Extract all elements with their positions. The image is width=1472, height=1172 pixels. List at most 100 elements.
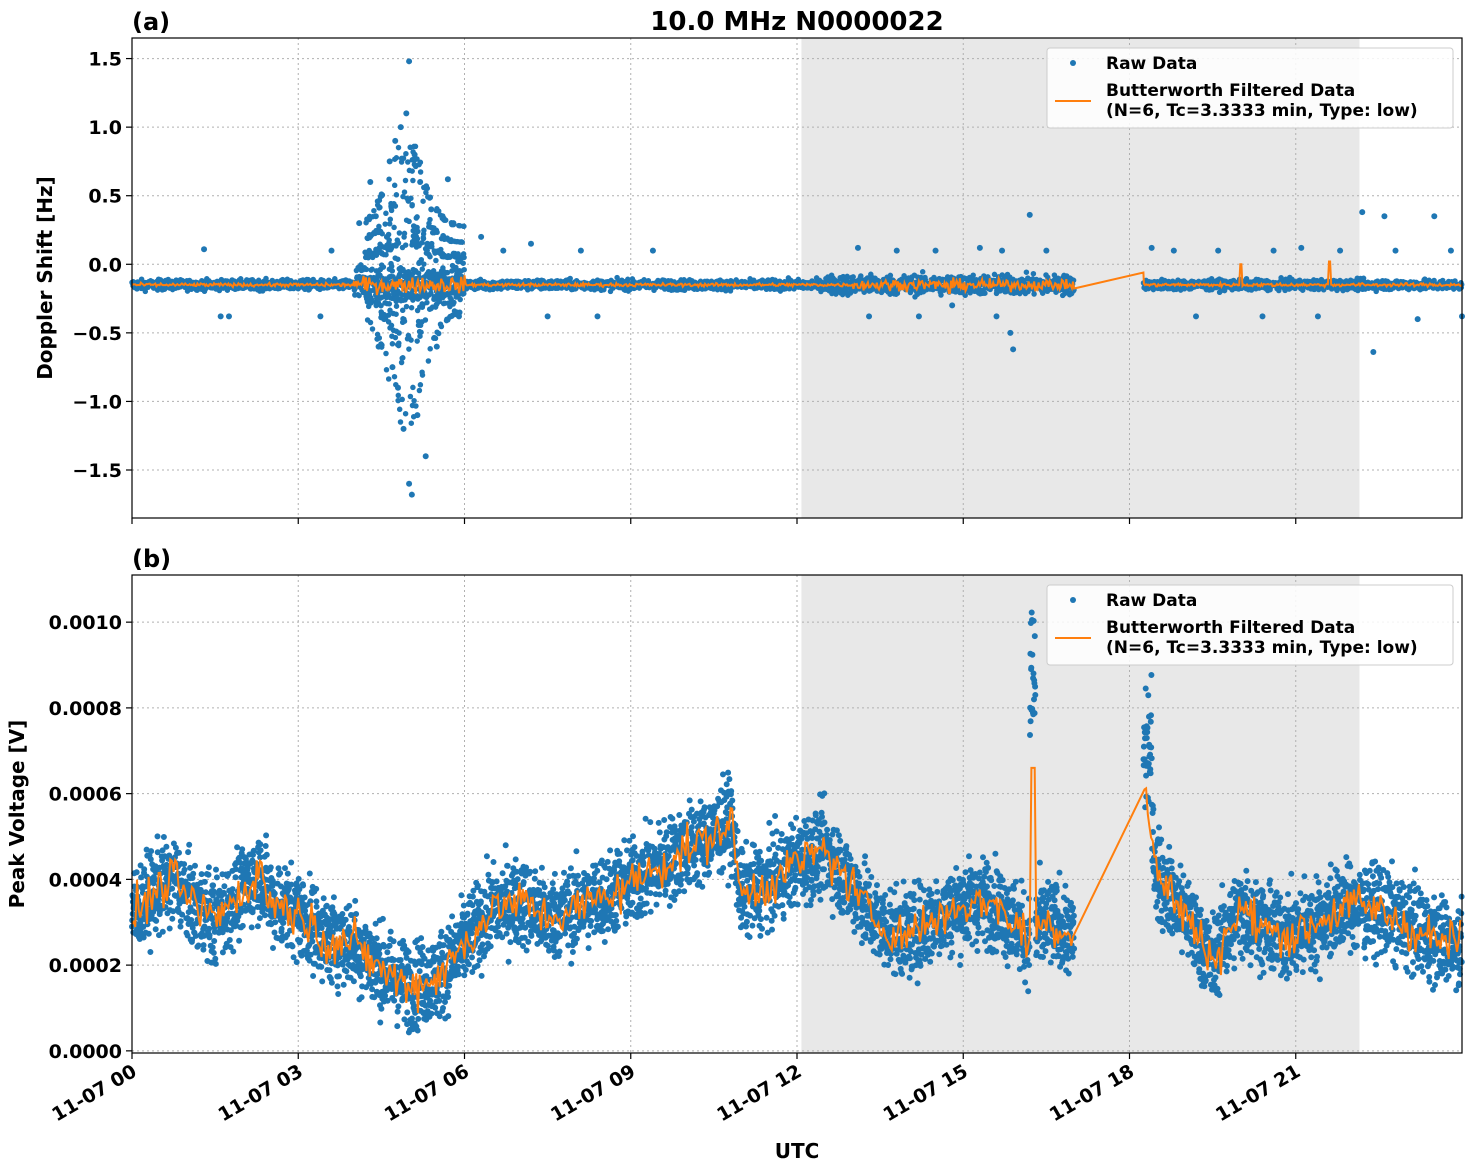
- panel-a-raw-point: [1026, 211, 1033, 218]
- panel-a-raw-point: [893, 247, 900, 254]
- panel-b-legend: Raw Data Butterworth Filtered Data (N=6,…: [1046, 584, 1454, 666]
- panel-a-raw-point: [408, 491, 415, 498]
- panel-b-y-ticks: 0.0010 0.0008 0.0006 0.0004 0.0002 0.0000: [49, 612, 132, 1063]
- panel-a-raw-point: [406, 58, 413, 65]
- y-tick-label: 0.0006: [49, 784, 122, 806]
- panel-a-raw-point: [976, 244, 983, 251]
- panel-a-raw-point: [1414, 316, 1421, 323]
- panel-b-legend-filtered-label: Butterworth Filtered Data: [1106, 618, 1355, 638]
- x-tick-label: 11-07 12: [713, 1060, 805, 1126]
- y-tick-label: 1.5: [88, 49, 122, 71]
- panel-a-raw-point: [417, 179, 424, 185]
- y-tick-label: 0.0008: [49, 698, 122, 720]
- panel-a-raw-point: [428, 206, 435, 213]
- panel-a-y-ticks: 1.5 1.0 0.5 0.0 −0.5 −1.0 −1.5: [72, 49, 132, 482]
- panel-a-legend-filtered-params: (N=6, Tc=3.3333 min, Type: low): [1106, 101, 1418, 121]
- panel-a-raw-point: [317, 313, 324, 320]
- panel-a-raw-point: [1043, 247, 1050, 254]
- panel-a-y-axis-label: Doppler Shift [Hz]: [33, 176, 57, 380]
- y-tick-label: 0.5: [88, 186, 122, 208]
- panel-b-legend-box: [1046, 584, 1454, 666]
- panel-a-raw-point: [1392, 247, 1399, 254]
- panel-b-filtered-line: [131, 766, 1462, 1014]
- panel-b-y-axis-label: Peak Voltage [V]: [5, 720, 29, 909]
- panel-a-raw-point: [1298, 244, 1305, 251]
- panel-a-raw-point: [1148, 244, 1155, 251]
- panel-a-raw-point: [400, 425, 407, 432]
- x-tick-label: 11-07 15: [879, 1060, 971, 1126]
- panel-a-legend: Raw Data Butterworth Filtered Data (N=6,…: [1046, 47, 1454, 129]
- panel-a-raw-point: [999, 247, 1006, 254]
- panel-a-raw-point: [544, 313, 551, 320]
- panel-a-raw-point: [1370, 349, 1377, 356]
- panel-b-legend-filtered-params: (N=6, Tc=3.3333 min, Type: low): [1106, 638, 1418, 658]
- panel-a-legend-raw-label: Raw Data: [1106, 54, 1197, 74]
- panel-a-raw-point: [367, 179, 374, 185]
- panel-a-raw-point: [1431, 213, 1438, 220]
- panel-a-raw-point: [444, 176, 451, 183]
- panel-a-raw-point: [1259, 313, 1266, 320]
- x-tick-label: 11-07 18: [1046, 1060, 1138, 1126]
- panel-b-x-ticks: 11-07 00 11-07 03 11-07 06 11-07 09 11-07 12…: [48, 1053, 1304, 1126]
- panel-a-raw-point: [866, 313, 873, 320]
- panel-a-raw-point: [500, 247, 507, 254]
- panel-a-legend-filtered-label: Butterworth Filtered Data: [1106, 81, 1355, 101]
- panel-a-raw-point: [932, 247, 939, 254]
- panel-a-raw-point: [422, 453, 429, 460]
- panel-a-raw-point: [577, 247, 584, 254]
- panel-a-filtered-line: [131, 260, 1463, 296]
- chart-title: 10.0 MHz N0000022: [650, 7, 943, 37]
- panel-a-tag: (a): [132, 8, 170, 36]
- panel-a-raw-point: [1215, 247, 1222, 254]
- panel-a-raw-point: [389, 364, 396, 371]
- panel-a-raw-point: [201, 246, 208, 253]
- panel-a-raw-point: [397, 124, 404, 131]
- panel-a-raw-point: [1010, 346, 1017, 353]
- panel-a-raw-point: [1337, 247, 1344, 254]
- panel-a: 1.5 1.0 0.5 0.0 −0.5 −1.0 −1.5 10.0 MHz N00000…: [33, 7, 1465, 524]
- panel-a-raw-point: [406, 480, 413, 487]
- y-tick-label: 0.0004: [49, 869, 122, 891]
- panel-a-grid: [132, 38, 1462, 518]
- panel-a-raw-point: [594, 313, 601, 320]
- x-tick-label: 11-07 21: [1212, 1060, 1304, 1126]
- panel-a-raw-point: [1170, 247, 1177, 254]
- panel-a-raw-point: [217, 313, 224, 320]
- panel-a-raw-cluster: [362, 143, 467, 426]
- panel-a-raw-point: [1314, 313, 1321, 320]
- panel-b-legend-raw-marker: [1070, 597, 1076, 603]
- panel-a-legend-raw-marker: [1070, 60, 1076, 66]
- panel-a-legend-box: [1046, 47, 1454, 129]
- panel-a-raw-point: [1381, 213, 1388, 220]
- panel-a-raw-point: [1359, 209, 1366, 216]
- panel-b: 0.0010 0.0008 0.0006 0.0004 0.0002 0.0000 11-…: [5, 545, 1465, 1163]
- panel-a-raw-point: [854, 244, 861, 251]
- y-tick-label: −1.5: [72, 460, 122, 482]
- panel-a-raw-point: [356, 220, 363, 227]
- x-tick-label: 11-07 03: [214, 1060, 306, 1126]
- panel-a-raw-point: [993, 313, 1000, 320]
- y-tick-label: −1.0: [72, 391, 122, 413]
- panel-b-legend-raw-label: Raw Data: [1106, 591, 1197, 611]
- panel-a-raw-point: [403, 110, 410, 117]
- y-tick-label: 0.0010: [49, 612, 122, 634]
- x-tick-label: 11-07 00: [48, 1060, 140, 1126]
- panel-a-raw-point: [1447, 247, 1454, 254]
- panel-a-raw-point: [245, 277, 252, 284]
- panel-a-raw-point: [1007, 329, 1014, 336]
- panel-a-raw-point: [225, 313, 232, 320]
- panel-b-tag: (b): [132, 545, 171, 573]
- y-tick-label: 0.0002: [49, 955, 122, 977]
- panel-a-raw-point: [1270, 247, 1277, 254]
- x-tick-label: 11-07 09: [547, 1060, 639, 1126]
- panel-a-raw-point: [949, 302, 956, 309]
- x-axis-label: UTC: [775, 1139, 820, 1163]
- panel-a-raw-point: [649, 247, 656, 254]
- panel-a-x-ticks: [131, 518, 1297, 524]
- y-tick-label: 1.0: [88, 117, 122, 139]
- panel-a-raw-point: [1193, 313, 1199, 320]
- panel-a-raw-point: [915, 313, 922, 320]
- panel-a-raw-point: [392, 137, 399, 144]
- x-tick-label: 11-07 06: [381, 1060, 473, 1126]
